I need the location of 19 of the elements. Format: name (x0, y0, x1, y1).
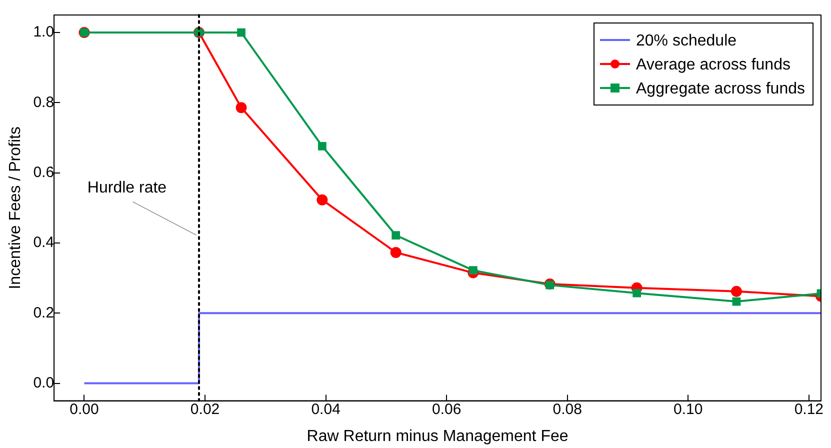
x-tick-label: 0.12 (794, 400, 824, 418)
y-tick-label: 0.6 (33, 164, 54, 181)
x-tick-label: 0.00 (70, 400, 99, 418)
legend-label: Average across funds (636, 56, 790, 74)
y-axis-title: Incentive Fees / Profits (7, 126, 24, 290)
legend-label: 20% schedule (636, 32, 737, 50)
y-tick-label: 0.0 (33, 374, 54, 392)
y-tick-label: 0.4 (33, 234, 54, 252)
x-tick-label: 0.08 (552, 400, 582, 418)
annotation: Hurdle rate (87, 179, 167, 196)
legend-label: Aggregate across funds (636, 80, 806, 98)
x-axis-title: Raw Return minus Management Fee (306, 428, 568, 445)
x-tick-label: 0.10 (674, 400, 703, 418)
x-tick-label: 0.02 (190, 400, 220, 418)
x-tick-label: 0.06 (432, 400, 462, 418)
y-tick-label: 0.8 (33, 94, 54, 111)
y-tick-label: 0.2 (33, 304, 54, 322)
x-tick-label: 0.04 (311, 400, 340, 418)
y-tick-label: 1.0 (33, 24, 54, 41)
